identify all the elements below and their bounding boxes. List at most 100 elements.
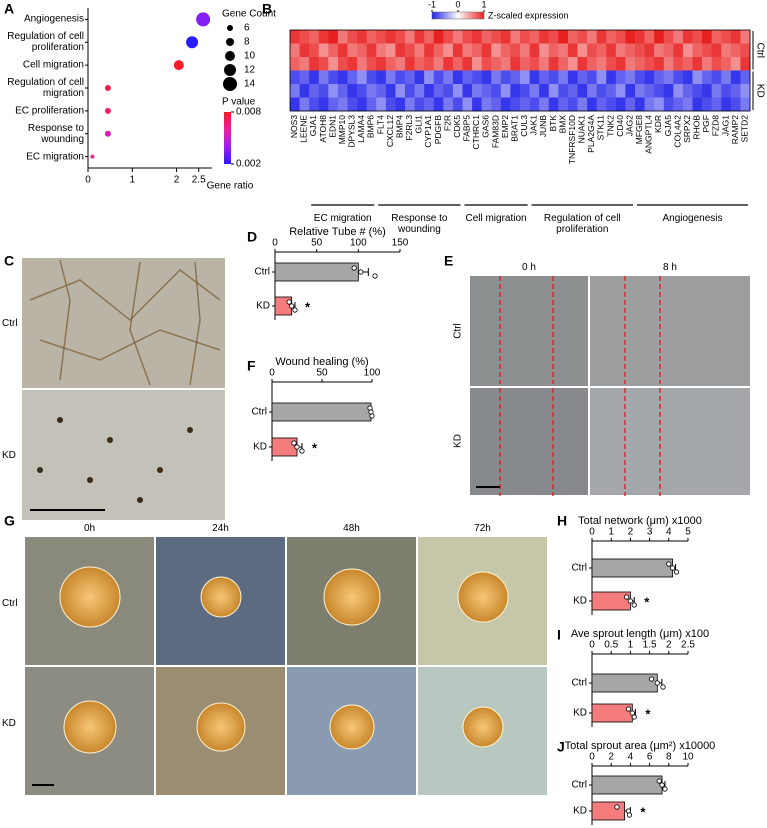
heatmap-cell — [366, 70, 377, 85]
legend-bubble — [225, 51, 235, 61]
heatmap-cell — [309, 30, 320, 44]
heatmap-cell — [529, 30, 540, 44]
heatmap-cell — [520, 43, 530, 58]
heatmap-cell — [385, 30, 396, 44]
gene-label: BTK — [548, 115, 558, 132]
heatmap-cell — [328, 70, 339, 85]
legend-label: 12 — [244, 65, 256, 76]
color-scale-label: 0.002 — [236, 159, 261, 170]
heatmap-cell — [376, 84, 387, 98]
heatmap-cell — [443, 84, 454, 98]
micrograph — [470, 388, 588, 495]
gene-label: DPYSL3 — [347, 115, 357, 148]
heatmap-cell — [577, 97, 588, 112]
heatmap-cell — [318, 30, 329, 44]
significance: * — [645, 706, 651, 721]
cell-cluster — [157, 467, 163, 473]
chart-title: Total network (μm) x1000 — [578, 515, 702, 527]
gene-label: COL4A2 — [672, 115, 682, 148]
heatmap-cell — [721, 57, 732, 71]
heatmap-cell — [702, 43, 712, 58]
data-point — [629, 710, 635, 716]
heatmap-cell — [692, 97, 703, 112]
heatmap-cell — [500, 84, 511, 98]
heatmap-cell — [615, 70, 626, 85]
heatmap-cell — [721, 84, 732, 98]
legend-label: 10 — [244, 51, 256, 62]
x-tick-label: 6 — [647, 752, 653, 763]
heatmap-cell — [299, 70, 310, 85]
heatmap-cell — [337, 43, 348, 58]
heatmap-cell — [385, 70, 396, 85]
heatmap-cell — [692, 30, 703, 44]
heatmap-cell — [433, 70, 444, 85]
heatmap-cell — [730, 97, 741, 112]
heatmap-cell — [606, 97, 617, 112]
heatmap-cell — [587, 57, 597, 71]
gene-label: NUAK1 — [577, 115, 587, 144]
gene-label: STK11 — [596, 115, 606, 141]
x-tick-label: 50 — [311, 238, 323, 249]
heatmap-cell — [462, 84, 473, 98]
gene-label: CXCL12 — [385, 115, 395, 147]
heatmap-cell — [510, 84, 521, 98]
panel-letter: J — [557, 739, 565, 755]
cell-cluster — [187, 427, 193, 433]
heatmap-cell — [529, 84, 540, 98]
heatmap-cell — [424, 97, 435, 112]
heatmap-cell — [472, 97, 482, 112]
heatmap-cell — [567, 30, 578, 44]
tube-network — [39, 329, 221, 361]
legend-bubble — [226, 38, 234, 46]
heatmap-cell — [318, 70, 329, 85]
heatmap-cell — [558, 43, 569, 58]
heatmap-cell — [414, 84, 425, 98]
panel-letter: B — [262, 1, 272, 17]
data-point — [666, 561, 672, 567]
x-tick-label: 10 — [682, 752, 694, 763]
heatmap-cell — [347, 30, 358, 44]
heatmap-cell — [577, 43, 588, 58]
heatmap-cell — [290, 84, 300, 98]
bar — [591, 801, 626, 821]
heatmap-cell — [395, 43, 406, 58]
heatmap-cell — [290, 70, 300, 85]
heatmap-cell — [385, 43, 396, 58]
gene-label: BRAT1 — [509, 115, 519, 142]
significance: * — [644, 594, 650, 609]
heatmap-cell — [500, 57, 511, 71]
heatmap-cell — [539, 97, 550, 112]
data-point — [659, 782, 665, 788]
column-label: 72h — [474, 523, 491, 534]
heatmap-cell — [385, 97, 396, 112]
heatmap-cell — [567, 43, 578, 58]
heatmap-cell — [721, 30, 732, 44]
heatmap-cell — [366, 97, 377, 112]
heatmap-cell — [299, 84, 310, 98]
x-tick-label: 8 — [666, 752, 672, 763]
heatmap-cell — [290, 43, 300, 58]
heatmap-cell — [539, 70, 550, 85]
heatmap-cell — [357, 97, 367, 112]
heatmap-cell — [347, 84, 358, 98]
data-point — [648, 676, 655, 682]
heatmap-cell — [711, 84, 722, 98]
group-label: Cell migration — [465, 213, 527, 224]
heatmap-cell — [644, 84, 655, 98]
heatmap-cell — [443, 97, 454, 112]
y-tick-label: KD — [573, 806, 587, 817]
heatmap-cell — [299, 43, 310, 58]
heatmap-cell — [577, 57, 588, 71]
heatmap-cell — [328, 57, 339, 71]
column-label: 8 h — [663, 262, 677, 273]
heatmap-cell — [663, 70, 674, 85]
color-scale-label: 0.008 — [236, 107, 261, 118]
heatmap-cell — [510, 43, 521, 58]
x-tick-label: 2 — [608, 752, 614, 763]
tube-network — [59, 259, 71, 381]
heatmap-cell — [596, 84, 607, 98]
heatmap-cell — [405, 70, 415, 85]
x-tick-label: 2.5 — [681, 640, 695, 651]
data-point — [351, 265, 357, 271]
